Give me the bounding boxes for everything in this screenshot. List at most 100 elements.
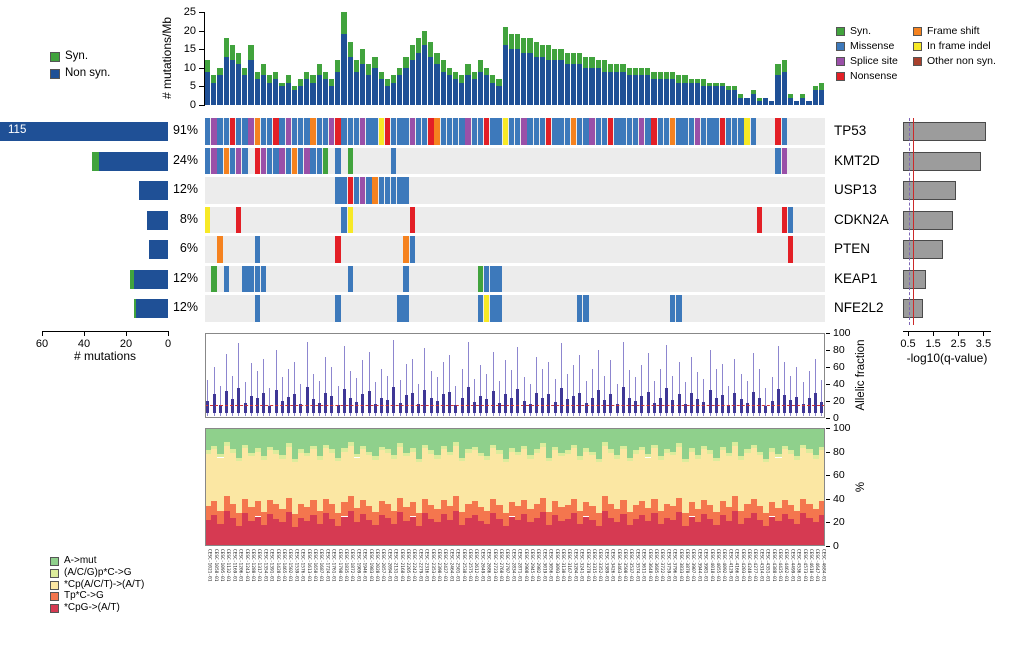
top-bar-syn <box>273 71 279 79</box>
spectrum-segment <box>490 444 497 449</box>
spectrum-segment <box>657 456 664 460</box>
spectrum-segment <box>205 428 212 451</box>
top-bar-nonsyn <box>750 93 756 105</box>
top-bar-nonsyn <box>521 52 527 105</box>
oncoprint-cell <box>422 118 428 145</box>
top-bar-nonsyn <box>341 34 347 105</box>
af-stem <box>796 367 798 416</box>
oncoprint-cell <box>322 147 329 175</box>
oncoprint-cell <box>403 265 409 293</box>
gene-mutation-bar-syn <box>130 269 135 289</box>
top-bar-nonsyn <box>335 71 341 105</box>
spectrum-segment <box>254 516 261 546</box>
sample-label: CESC-3241-01 <box>578 549 584 582</box>
top-bar-syn <box>701 78 707 87</box>
spectrum-segment <box>273 518 280 546</box>
oncoprint-cell <box>347 147 353 175</box>
af-stem <box>567 373 568 416</box>
sample-label: CESC-2205-01 <box>404 549 410 582</box>
af-stem <box>306 341 308 416</box>
sample-label: CESC-1835-01 <box>342 549 348 582</box>
spectrum-segment <box>236 428 243 458</box>
q-bar <box>903 269 926 289</box>
af-box <box>646 391 650 413</box>
af-box <box>249 395 253 413</box>
top-bar-syn <box>781 60 787 72</box>
spectrum-segment <box>267 450 274 500</box>
af-box <box>690 392 693 413</box>
spectrum-segment <box>608 428 615 450</box>
spectrum-segment <box>205 520 212 546</box>
left-x-axis-title: # mutations <box>73 349 137 363</box>
spectrum-segment <box>781 445 788 450</box>
oncoprint-cell <box>384 118 391 145</box>
af-box <box>522 401 526 413</box>
af-box <box>559 388 563 413</box>
oncoprint-cell <box>484 118 490 145</box>
oncoprint-cell <box>205 206 211 234</box>
af-stem <box>300 384 302 416</box>
top-bar-nonsyn <box>316 75 322 105</box>
af-stem <box>399 379 401 416</box>
gene-mutation-count-label: 115 <box>8 124 27 136</box>
spectrum-segment <box>428 428 435 451</box>
oncoprint-cell <box>229 147 236 175</box>
top-y-tick <box>199 12 204 13</box>
spectrum-segment <box>595 462 602 513</box>
spectrum-segment <box>570 428 578 445</box>
spectrum-segment <box>440 449 447 500</box>
spectrum-segment <box>527 522 534 546</box>
spectrum-segment <box>719 450 726 502</box>
spectrum-segment <box>620 514 627 546</box>
af-stem <box>591 368 593 416</box>
spectrum-segment <box>347 496 354 511</box>
oncoprint-cell <box>310 118 316 145</box>
spectrum-segment <box>539 443 547 447</box>
spectrum-segment <box>601 445 609 497</box>
top-bar-nonsyn <box>800 97 806 105</box>
sample-label: CESC-4277-01 <box>752 549 758 582</box>
gene-percent: 24% <box>172 152 198 167</box>
spectrum-segment <box>254 501 261 517</box>
q-x-tick-label: 3.5 <box>975 338 992 350</box>
af-stem <box>815 358 816 416</box>
af-box <box>268 406 272 413</box>
af-stem <box>331 367 333 416</box>
spectrum-segment <box>459 457 466 462</box>
spectrum-segment <box>632 504 640 519</box>
gene-mutation-bar <box>0 122 168 141</box>
legend-spectrum-label: *Cp(A/C/T)->(A/T) <box>64 578 145 590</box>
sample-label: CESC-4536-01 <box>795 549 801 582</box>
af-stem <box>374 382 376 416</box>
spectrum-segment <box>738 523 745 546</box>
sample-label: CESC-4129-01 <box>727 549 733 582</box>
spectrum-segment <box>279 428 286 456</box>
spectrum-segment <box>787 428 795 451</box>
spectrum-segment <box>391 428 398 456</box>
af-box <box>398 402 402 413</box>
spectrum-segment <box>781 428 788 446</box>
spectrum-segment <box>229 503 237 518</box>
spectrum-segment <box>285 511 292 546</box>
oncoprint-cell <box>490 118 496 145</box>
top-bar-nonsyn <box>229 60 236 105</box>
top-bar-syn <box>409 45 415 61</box>
spectrum-segment <box>329 428 336 450</box>
oncoprint-cell <box>756 206 763 234</box>
oncoprint-cell <box>508 118 515 145</box>
top-bar-nonsyn <box>217 75 223 105</box>
af-box <box>597 389 600 413</box>
af-box <box>590 397 594 413</box>
sample-label: CESC-4462-01 <box>783 549 789 582</box>
top-bar-syn <box>279 82 285 87</box>
spectrum-segment <box>465 503 472 518</box>
af-stem <box>691 356 692 416</box>
sample-label: CESC-3907-01 <box>690 549 696 582</box>
spectrum-segment <box>273 503 280 519</box>
spectrum-segment <box>756 505 764 521</box>
oncoprint-cell <box>608 118 614 145</box>
sample-label: CESC-3611-01 <box>640 549 646 582</box>
af-box <box>280 401 284 413</box>
spectrum-segment <box>471 428 478 447</box>
af-y-tick <box>826 350 830 351</box>
